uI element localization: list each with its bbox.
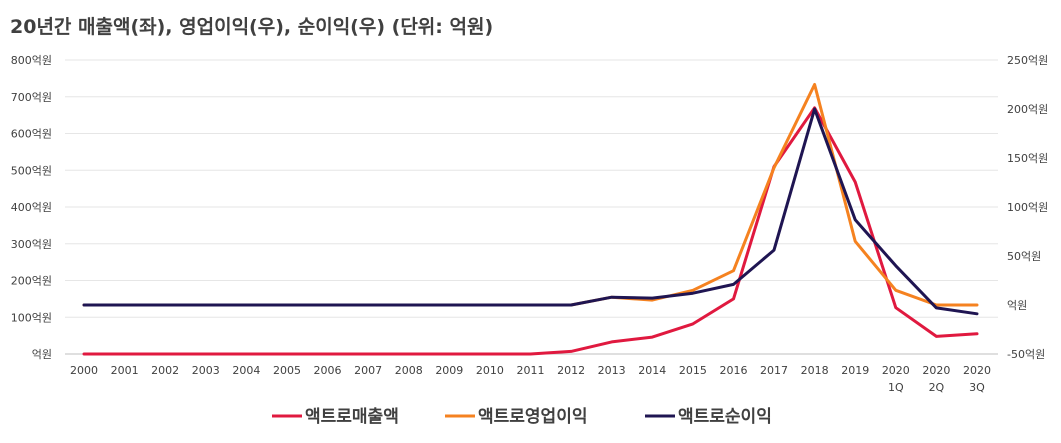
x-tick-label: 2002	[151, 364, 179, 377]
y-left-tick-label: 300억원	[11, 238, 52, 251]
series-line-3	[82, 107, 979, 316]
x-tick-label: 2020 3Q	[963, 364, 991, 394]
x-tick-label: 2010	[476, 364, 504, 377]
legend-label: 액트로영업이익	[478, 407, 587, 427]
x-tick-label: 2006	[314, 364, 342, 377]
x-tick-label: 2001	[111, 364, 139, 377]
legend-label: 액트로순이익	[678, 407, 772, 427]
x-tick-label: 2018	[801, 364, 829, 377]
y-right-tick-label: -50억원	[1007, 348, 1045, 361]
y-left-tick-label: 500억원	[11, 164, 52, 177]
x-tick-label: 2017	[760, 364, 788, 377]
series-line-2	[82, 83, 979, 307]
x-tick-label: 2015	[679, 364, 707, 377]
x-tick-label: 2007	[354, 364, 382, 377]
y-left-tick-label: 800억원	[11, 54, 52, 67]
x-tick-label: 2019	[841, 364, 869, 377]
x-tick-label: 2004	[232, 364, 260, 377]
x-tick-label: 2005	[273, 364, 301, 377]
y-right-tick-label: 100억원	[1007, 201, 1048, 214]
x-tick-label: 2012	[557, 364, 585, 377]
x-tick-label: 2020 1Q	[882, 364, 910, 394]
y-left-tick-label: 700억원	[11, 91, 52, 104]
x-tick-label: 2003	[192, 364, 220, 377]
y-right-tick-label: 200억원	[1007, 103, 1048, 116]
y-left-tick-label: 400억원	[11, 201, 52, 214]
y-right-tick-label: 억원	[1007, 299, 1027, 312]
y-right-tick-label: 150억원	[1007, 152, 1048, 165]
x-tick-label: 2011	[517, 364, 545, 377]
y-left-tick-label: 100억원	[11, 311, 52, 324]
y-left-tick-label: 600억원	[11, 128, 52, 141]
x-tick-label: 2014	[638, 364, 666, 377]
x-tick-label: 2013	[598, 364, 626, 377]
x-tick-label: 2020 2Q	[922, 364, 950, 394]
x-tick-label: 2000	[70, 364, 98, 377]
y-left-tick-label: 억원	[32, 348, 52, 361]
x-tick-label: 2016	[719, 364, 747, 377]
x-tick-label: 2009	[435, 364, 463, 377]
x-tick-label: 2008	[395, 364, 423, 377]
y-right-tick-label: 250억원	[1007, 54, 1048, 67]
y-right-tick-label: 50억원	[1007, 250, 1041, 263]
y-left-tick-label: 200억원	[11, 275, 52, 288]
chart-title: 20년간 매출액(좌), 영업이익(우), 순이익(우) (단위: 억원)	[10, 16, 494, 38]
legend-label: 액트로매출액	[305, 407, 399, 427]
